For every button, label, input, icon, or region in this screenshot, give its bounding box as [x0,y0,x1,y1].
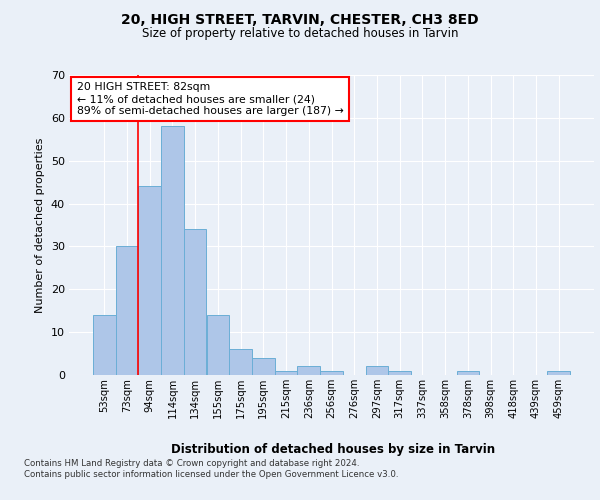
Bar [298,366,320,375]
Bar [184,230,206,375]
Bar [229,350,252,375]
Bar [116,246,139,375]
Bar [93,315,116,375]
Bar [206,315,229,375]
Text: Distribution of detached houses by size in Tarvin: Distribution of detached houses by size … [171,442,495,456]
Text: 20 HIGH STREET: 82sqm
← 11% of detached houses are smaller (24)
89% of semi-deta: 20 HIGH STREET: 82sqm ← 11% of detached … [77,82,344,116]
Text: Contains HM Land Registry data © Crown copyright and database right 2024.: Contains HM Land Registry data © Crown c… [24,458,359,468]
Bar [161,126,184,375]
Bar [365,366,388,375]
Bar [388,370,411,375]
Text: 20, HIGH STREET, TARVIN, CHESTER, CH3 8ED: 20, HIGH STREET, TARVIN, CHESTER, CH3 8E… [121,12,479,26]
Bar [457,370,479,375]
Bar [547,370,570,375]
Text: Contains public sector information licensed under the Open Government Licence v3: Contains public sector information licen… [24,470,398,479]
Bar [139,186,161,375]
Bar [320,370,343,375]
Text: Size of property relative to detached houses in Tarvin: Size of property relative to detached ho… [142,28,458,40]
Bar [252,358,275,375]
Y-axis label: Number of detached properties: Number of detached properties [35,138,45,312]
Bar [275,370,298,375]
